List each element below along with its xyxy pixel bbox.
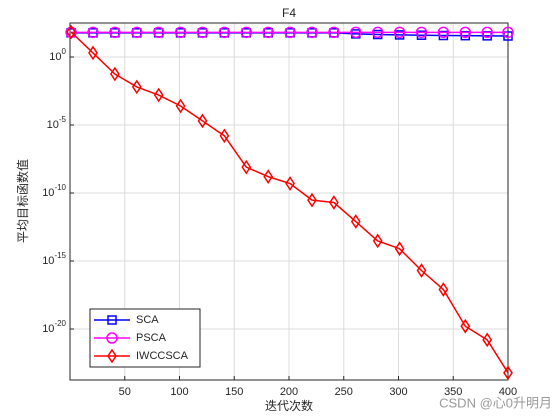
marker — [416, 263, 427, 278]
chart-title: F4 — [282, 6, 296, 20]
marker — [175, 98, 186, 114]
marker — [328, 195, 339, 210]
marker — [393, 26, 406, 39]
marker — [153, 87, 164, 103]
marker — [218, 26, 231, 39]
marker — [415, 26, 428, 39]
marker — [481, 26, 493, 39]
marker — [437, 26, 450, 39]
x-tick-label: 400 — [499, 386, 517, 398]
legend-label: PSCA — [136, 332, 167, 344]
marker — [284, 26, 296, 39]
legend-label: SCA — [136, 314, 159, 326]
marker — [263, 169, 274, 184]
marker — [197, 113, 208, 129]
marker — [107, 348, 117, 364]
x-tick-label: 200 — [280, 386, 298, 398]
y-tick-label: 100 — [49, 47, 66, 63]
y-tick-label: 10-20 — [42, 319, 66, 335]
watermark: CSDN @心0升明月 — [439, 395, 552, 410]
marker — [350, 214, 361, 229]
marker — [109, 66, 120, 82]
marker — [459, 26, 472, 39]
x-tick-label: 100 — [170, 386, 188, 398]
marker — [438, 282, 449, 297]
marker — [174, 26, 187, 39]
marker — [131, 26, 143, 39]
marker — [152, 26, 165, 39]
marker — [240, 26, 253, 39]
marker — [372, 233, 383, 249]
marker — [350, 26, 362, 39]
marker — [482, 332, 493, 348]
marker — [66, 24, 76, 40]
x-tick-label: 300 — [389, 386, 407, 398]
marker — [503, 365, 513, 381]
marker — [88, 45, 98, 61]
marker — [106, 332, 118, 344]
marker — [307, 192, 317, 208]
y-axis-label: 平均目标函数值 — [15, 159, 30, 243]
marker — [371, 26, 384, 39]
x-tick-label: 150 — [225, 386, 243, 398]
marker — [131, 79, 142, 95]
y-tick-label: 10-15 — [42, 251, 66, 267]
axes-box — [69, 22, 509, 381]
marker — [196, 26, 209, 39]
x-tick-label: 250 — [335, 386, 353, 398]
marker — [328, 26, 340, 39]
marker — [262, 26, 274, 39]
marker — [109, 26, 121, 39]
x-tick-label: 350 — [444, 386, 462, 398]
marker — [460, 318, 471, 334]
y-tick-label: 10-5 — [47, 115, 67, 131]
marker — [285, 176, 295, 191]
marker — [306, 26, 318, 39]
x-axis-label: 迭代次数 — [265, 398, 313, 413]
marker — [241, 159, 252, 175]
x-tick-label: 50 — [119, 386, 131, 398]
y-tick-label: 10-10 — [42, 183, 66, 199]
marker — [502, 26, 514, 39]
series-line — [70, 31, 509, 374]
marker — [107, 315, 117, 325]
marker — [87, 26, 99, 39]
legend-label: IWCCSCA — [136, 350, 189, 362]
marker — [219, 128, 230, 144]
marker — [394, 241, 405, 257]
